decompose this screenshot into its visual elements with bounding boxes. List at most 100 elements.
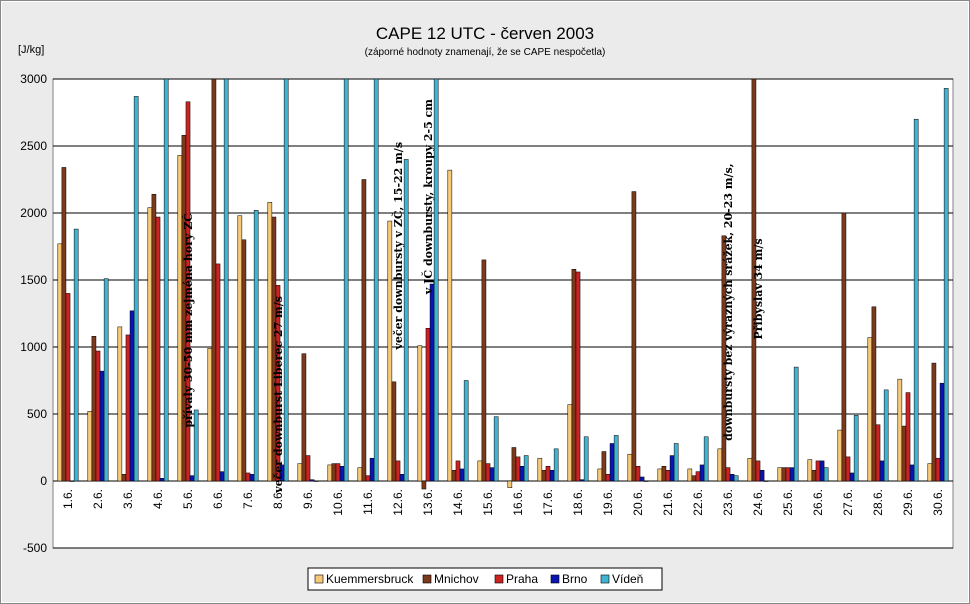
bar-Vídeň-4.6. — [163, 78, 169, 482]
annotations: přívaly 30-50 mm zejména hory ZČ večer do… — [181, 99, 765, 494]
bar-Kuemmersbruck-28.6. — [867, 337, 873, 482]
legend-swatch — [494, 574, 504, 584]
bar-Brno-17.6. — [549, 470, 555, 482]
y-tick-label: -500 — [23, 541, 47, 555]
bar-Vídeň-30.6. — [943, 88, 949, 482]
bar-Mnichov-2.6. — [91, 336, 97, 482]
bar-Vídeň-9.6. — [313, 480, 319, 482]
bar-Mnichov-21.6. — [661, 466, 667, 482]
bar-Vídeň-26.6. — [823, 467, 829, 482]
bar-Mnichov-24.6. — [751, 78, 757, 482]
x-tick-label: 30.6. — [931, 489, 945, 516]
x-tick-label: 20.6. — [631, 489, 645, 516]
bar-Brno-6.6. — [219, 471, 225, 482]
bar-Brno-25.6. — [789, 467, 795, 482]
bar-Brno-1.6. — [69, 480, 75, 482]
bar-Praha-30.6. — [935, 457, 941, 482]
bar-Praha-9.6. — [305, 455, 311, 482]
x-tick-label: 17.6. — [541, 489, 555, 516]
bar-Brno-9.6. — [309, 479, 315, 482]
bar-Brno-10.6. — [339, 466, 345, 482]
bar-Mnichov-30.6. — [931, 362, 937, 482]
legend-entry: Kuemmersbruck — [326, 572, 414, 586]
bar-Kuemmersbruck-14.6. — [447, 169, 453, 482]
bar-Kuemmersbruck-9.6. — [297, 463, 303, 482]
annotation-text: večer downbursty v ZČ, 15-22 m/s — [391, 142, 405, 351]
legend-swatch — [550, 574, 560, 584]
bar-Kuemmersbruck-10.6. — [327, 464, 333, 482]
bar-Kuemmersbruck-7.6. — [237, 215, 243, 482]
bar-Mnichov-22.6. — [691, 475, 697, 482]
bar-Mnichov-15.6. — [481, 259, 487, 482]
bar-Mnichov-9.6. — [301, 353, 307, 482]
x-tick-label: 11.6. — [361, 489, 375, 515]
bar-Vídeň-14.6. — [463, 380, 469, 482]
bar-Praha-16.6. — [515, 456, 521, 482]
bar-Mnichov-25.6. — [781, 467, 787, 482]
bar-Vídeň-7.6. — [253, 210, 259, 482]
legend-swatch — [422, 574, 432, 584]
x-tick-label: 10.6. — [331, 489, 345, 516]
bar-Mnichov-6.6. — [211, 78, 217, 482]
bar-Brno-23.6. — [729, 474, 735, 482]
bar-Vídeň-25.6. — [793, 366, 799, 482]
bar-Vídeň-6.6. — [223, 78, 229, 482]
bar-Mnichov-12.6. — [391, 381, 397, 482]
bar-Vídeň-23.6. — [733, 475, 739, 482]
x-tick-label: 3.6. — [121, 489, 135, 509]
bar-Brno-18.6. — [579, 479, 585, 482]
bar-Kuemmersbruck-12.6. — [387, 220, 393, 482]
y-tick-label: 1000 — [20, 340, 47, 354]
y-axis-label: [J/kg] — [18, 44, 44, 56]
bar-Mnichov-26.6. — [811, 470, 817, 482]
bar-Brno-28.6. — [879, 460, 885, 482]
bar-Vídeň-16.6. — [523, 455, 529, 482]
bar-Vídeň-28.6. — [883, 389, 889, 482]
bar-Praha-26.6. — [815, 460, 821, 482]
bar-Brno-7.6. — [249, 474, 255, 482]
x-tick-label: 21.6. — [661, 489, 675, 516]
y-axis-ticks: -500 0 500 1000 1500 2000 2500 3000 — [20, 72, 47, 555]
bar-Mnichov-29.6. — [901, 425, 907, 482]
bar-Mnichov-11.6. — [361, 179, 367, 482]
legend-entry: Praha — [506, 572, 538, 586]
bar-Praha-13.6. — [425, 327, 431, 482]
bar-Vídeň-29.6. — [913, 118, 919, 482]
bar-Praha-28.6. — [875, 424, 881, 482]
annotation-text: večer downburst Liberec 27 m/s — [272, 296, 285, 494]
bar-Praha-21.6. — [665, 470, 671, 482]
bar-Brno-30.6. — [939, 382, 945, 482]
x-tick-label: 27.6. — [841, 489, 855, 516]
bar-Mnichov-18.6. — [571, 269, 577, 482]
bar-Kuemmersbruck-22.6. — [687, 468, 693, 482]
bar-Brno-22.6. — [699, 464, 705, 482]
bar-Praha-8.6. — [275, 285, 281, 482]
bar-Brno-5.6. — [189, 475, 195, 482]
bar-Kuemmersbruck-3.6. — [117, 326, 123, 482]
bar-Praha-29.6. — [905, 392, 911, 482]
y-tick-label: 3000 — [20, 72, 47, 86]
bar-Praha-20.6. — [635, 466, 641, 482]
bar-Praha-3.6. — [125, 334, 131, 482]
y-tick-label: 2500 — [20, 139, 47, 153]
bar-Brno-12.6. — [399, 474, 405, 482]
bar-Kuemmersbruck-11.6. — [357, 467, 363, 482]
x-tick-label: 12.6. — [391, 489, 405, 516]
bar-Praha-14.6. — [455, 460, 461, 482]
bar-Kuemmersbruck-19.6. — [597, 468, 603, 482]
bar-Mnichov-13.6. — [421, 480, 427, 490]
gridlines — [53, 78, 953, 549]
bar-Vídeň-8.6. — [283, 78, 289, 482]
bar-Vídeň-21.6. — [673, 443, 679, 482]
bar-Mnichov-19.6. — [601, 451, 607, 482]
bar-Kuemmersbruck-15.6. — [477, 460, 483, 482]
x-tick-label: 2.6. — [91, 489, 105, 509]
bar-Kuemmersbruck-29.6. — [897, 378, 903, 482]
plot-area — [52, 78, 954, 549]
x-tick-label: 15.6. — [481, 489, 495, 516]
y-tick-label: 0 — [40, 474, 47, 488]
bar-Praha-6.6. — [215, 263, 221, 482]
y-tick-label: 500 — [27, 407, 47, 421]
bar-Praha-19.6. — [605, 474, 611, 482]
bar-Kuemmersbruck-4.6. — [147, 207, 153, 482]
